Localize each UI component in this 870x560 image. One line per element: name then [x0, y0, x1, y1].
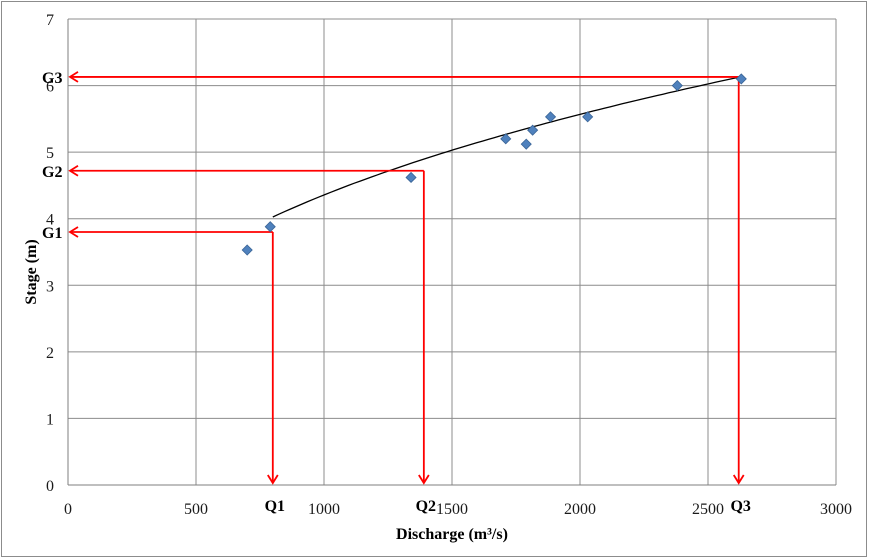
discharge-label: Q3	[730, 498, 750, 515]
stage-label: G3	[42, 70, 62, 87]
axis-lines	[67, 19, 836, 486]
discharge-label: Q1	[265, 498, 285, 515]
x-tick-label: 3000	[820, 501, 852, 518]
x-tick-label: 2000	[564, 501, 596, 518]
data-point	[241, 244, 253, 256]
data-point	[527, 124, 539, 136]
discharge-label: Q2	[416, 498, 436, 515]
y-tick-label: 0	[46, 478, 54, 495]
fit-curve-group	[272, 76, 739, 218]
reference-lines	[68, 71, 745, 485]
x-tick-label: 1000	[308, 501, 340, 518]
y-tick-label: 7	[46, 12, 54, 29]
stage-label: G1	[42, 225, 62, 242]
data-point	[264, 221, 276, 233]
x-axis-title: Discharge (m³/s)	[396, 526, 508, 543]
x-tick-label: 0	[64, 501, 72, 518]
data-point	[405, 171, 417, 184]
data-point	[500, 133, 512, 145]
data-point	[544, 111, 557, 123]
y-tick-label: 4	[46, 212, 54, 229]
x-tick-labels: 0 500 1000 1500 2000 2500 3000	[64, 501, 852, 518]
y-tick-label: 5	[46, 145, 54, 162]
data-points	[241, 73, 747, 256]
data-point	[582, 111, 594, 123]
data-point	[671, 80, 683, 92]
data-point	[520, 138, 532, 150]
data-point	[735, 73, 747, 85]
y-tick-label: 6	[46, 79, 54, 96]
reference-labels: G1 Q1 G2 Q2 G3 Q3	[42, 70, 751, 515]
x-tick-label: 2500	[692, 501, 724, 518]
y-tick-label: 2	[46, 345, 54, 362]
y-axis-title: Stage (m)	[23, 239, 40, 304]
x-tick-label: 1500	[436, 501, 468, 518]
y-tick-label: 3	[46, 278, 54, 295]
y-tick-labels: 0 1 2 3 4 5 6 7	[46, 12, 54, 495]
fit-curve	[272, 76, 739, 218]
x-tick-label: 500	[184, 501, 208, 518]
stage-label: G2	[42, 164, 62, 181]
gridlines	[67, 18, 837, 486]
y-tick-label: 1	[46, 411, 54, 428]
